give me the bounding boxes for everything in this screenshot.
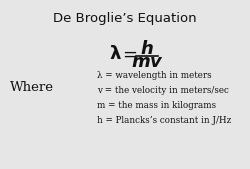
- Text: $\mathbf{\lambda}$: $\mathbf{\lambda}$: [108, 45, 121, 63]
- Text: De Broglie’s Equation: De Broglie’s Equation: [53, 12, 196, 25]
- Text: m = the mass in kilograms: m = the mass in kilograms: [96, 101, 215, 110]
- Text: $\boldsymbol{h}$: $\boldsymbol{h}$: [140, 40, 153, 58]
- Text: $=$: $=$: [118, 45, 137, 63]
- Text: v = the velocity in meters/sec: v = the velocity in meters/sec: [96, 86, 228, 95]
- Text: $\boldsymbol{mv}$: $\boldsymbol{mv}$: [130, 53, 163, 71]
- Text: Where: Where: [10, 81, 54, 94]
- Text: h = Plancks’s constant in J/Hz: h = Plancks’s constant in J/Hz: [96, 116, 230, 125]
- Text: λ = wavelength in meters: λ = wavelength in meters: [96, 71, 211, 80]
